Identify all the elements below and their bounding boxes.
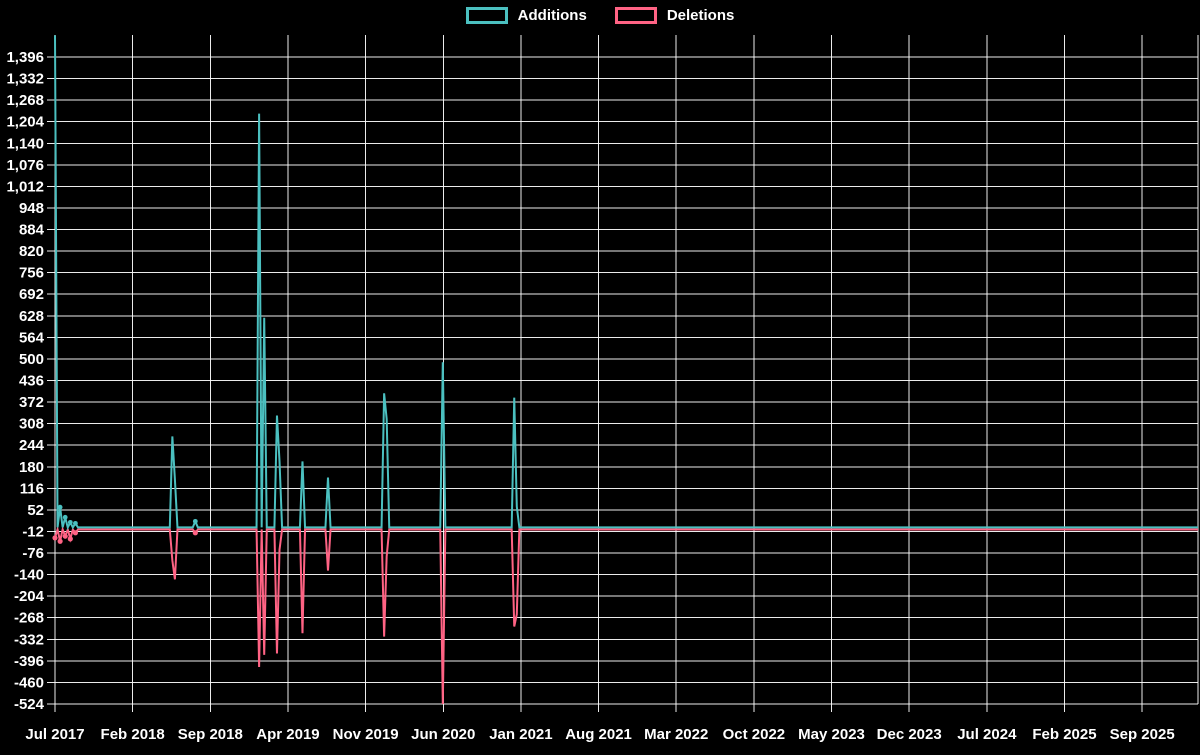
y-axis-tick-label: 564	[19, 329, 45, 346]
y-axis-tick-label: 692	[19, 286, 44, 303]
y-axis-tick-label: -204	[14, 588, 45, 605]
y-axis-tick-label: -332	[14, 631, 44, 648]
y-axis-tick-label: 1,076	[6, 157, 44, 174]
y-axis-tick-label: 1,396	[6, 49, 44, 66]
deletions-point-marker	[52, 535, 58, 541]
deletions-swatch-icon	[614, 7, 657, 24]
y-axis-tick-label: -460	[14, 674, 44, 691]
deletions-point-marker	[67, 536, 73, 542]
y-axis-tick-label: 244	[19, 437, 45, 454]
y-axis-tick-label: -12	[22, 523, 44, 540]
x-axis-tick-label: Sep 2025	[1110, 726, 1175, 743]
x-axis-tick-label: May 2023	[798, 726, 865, 743]
legend-label-deletions: Deletions	[666, 7, 735, 24]
x-axis-tick-label: Dec 2023	[877, 726, 942, 743]
y-axis-tick-label: -396	[14, 653, 44, 670]
y-axis-tick-label: 1,268	[6, 92, 44, 109]
deletions-point-marker	[57, 538, 63, 544]
x-axis-tick-label: Jan 2021	[489, 726, 552, 743]
y-axis-tick-label: -140	[14, 567, 44, 584]
y-axis-tick-label: 820	[19, 243, 44, 260]
additions-point-marker	[62, 514, 68, 520]
y-axis-tick-label: 1,140	[6, 135, 44, 152]
deletions-point-marker	[72, 530, 79, 536]
x-axis-tick-label: Jul 2024	[957, 726, 1017, 743]
x-axis-tick-label: Jun 2020	[411, 726, 475, 743]
deletions-point-marker	[192, 530, 198, 536]
y-axis-tick-label: 180	[19, 459, 44, 476]
x-axis-tick-label: Nov 2019	[333, 726, 399, 743]
deletions-line	[54, 525, 1198, 705]
y-axis-tick-label: 436	[19, 373, 44, 390]
y-axis-tick-label: 628	[19, 308, 44, 325]
additions-point-marker	[73, 520, 78, 526]
x-axis-tick-label: Feb 2025	[1032, 726, 1096, 743]
legend-item-deletions[interactable]: Deletions	[614, 7, 735, 24]
y-axis-tick-label: 884	[19, 222, 45, 239]
y-axis-tick-label: 308	[19, 416, 44, 433]
x-axis-tick-label: Mar 2022	[644, 726, 708, 743]
x-axis-tick-label: Jul 2017	[25, 726, 84, 743]
y-axis-tick-label: 116	[20, 480, 44, 497]
additions-point-marker	[192, 518, 198, 524]
deletions-point-marker	[62, 533, 68, 539]
y-axis-tick-label: 1,332	[6, 71, 44, 88]
legend-item-additions[interactable]: Additions	[465, 7, 587, 24]
x-axis-tick-label: Apr 2019	[256, 726, 319, 743]
y-axis-tick-label: -524	[14, 696, 45, 713]
legend-label-additions: Additions	[517, 7, 587, 24]
x-axis-tick-label: Oct 2022	[723, 726, 786, 743]
y-axis-tick-label: 500	[19, 351, 44, 368]
additions-line	[54, 35, 1198, 531]
additions-point-marker	[57, 504, 63, 510]
chart-legend: Additions Deletions	[0, 7, 1200, 24]
y-axis-tick-label: 52	[27, 502, 44, 519]
x-axis-tick-label: Aug 2021	[565, 726, 632, 743]
y-axis-tick-label: 372	[19, 394, 44, 411]
x-axis-tick-label: Feb 2018	[101, 726, 165, 743]
additions-swatch-icon	[465, 7, 508, 24]
y-axis-tick-label: -76	[22, 545, 44, 562]
x-axis-tick-label: Sep 2018	[178, 726, 243, 743]
y-axis-tick-label: 1,012	[6, 178, 44, 195]
y-axis-tick-label: 948	[19, 200, 44, 217]
y-axis-tick-label: -268	[14, 610, 44, 627]
additions-point-marker	[67, 519, 73, 525]
y-axis-tick-label: 1,204	[6, 114, 44, 131]
y-axis-tick-label: 756	[19, 265, 44, 282]
